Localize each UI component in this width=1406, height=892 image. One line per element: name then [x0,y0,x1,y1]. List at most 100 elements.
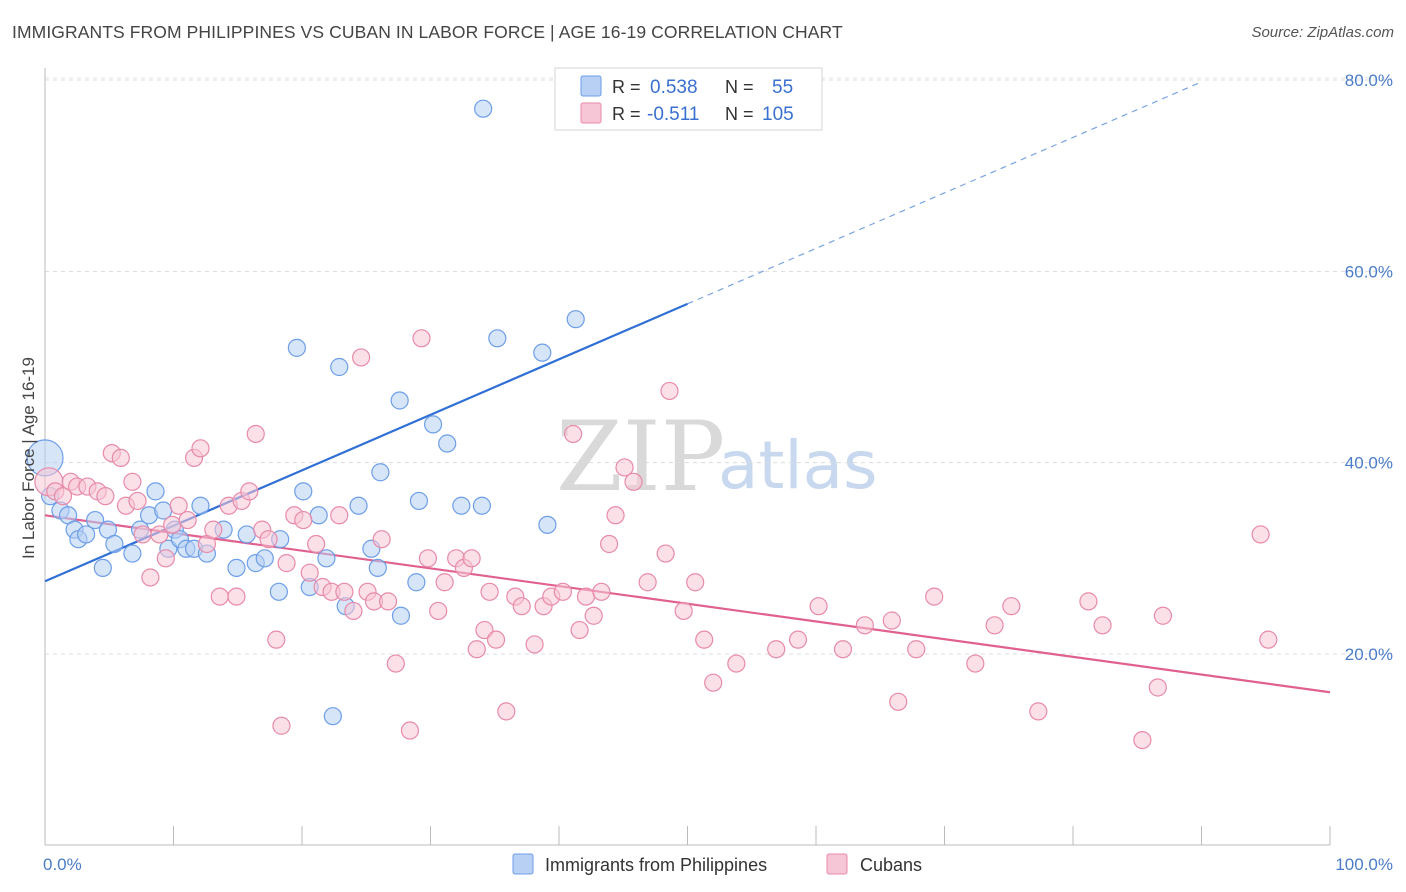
point-cubans-29 [246,424,265,444]
point-cubans-26 [227,587,246,606]
point-philippines-45 [474,99,493,118]
point-cubans-38 [307,534,326,554]
point-cubans-88 [809,597,828,616]
point-philippines-31 [309,506,328,525]
point-cubans-105 [1133,730,1152,750]
point-cubans-74 [600,534,619,554]
point-cubans-23 [204,520,223,539]
point-cubans-16 [156,549,175,568]
point-cubans-95 [966,654,985,673]
point-philippines-32 [317,549,336,568]
y-tick-labels: 20.0% 40.0% 60.0% 80.0% [1345,71,1393,664]
point-cubans-73 [592,582,611,601]
point-cubans-64 [512,597,531,616]
point-philippines-38 [390,391,409,410]
point-cubans-97 [1002,597,1021,616]
point-cubans-81 [674,601,693,621]
bottom-legend-label-cubans: Cubans [860,855,922,875]
point-philippines-54 [323,707,342,726]
point-cubans-58 [467,640,486,659]
bottom-legend: Immigrants from Philippines Cubans [512,853,922,875]
point-cubans-72 [584,606,603,625]
point-cubans-34 [277,554,296,573]
point-cubans-37 [300,563,319,582]
point-cubans-62 [497,702,516,721]
point-cubans-84 [704,673,723,692]
point-cubans-52 [418,549,438,568]
watermark-zip: ZIP [556,401,725,513]
point-philippines-25 [237,525,256,544]
point-cubans-77 [624,472,643,491]
point-cubans-79 [656,544,675,563]
point-philippines-46 [488,329,507,348]
point-cubans-61 [486,630,506,649]
point-cubans-54 [435,573,454,592]
point-cubans-89 [833,640,853,659]
legend-r-label-2: R = [612,104,641,124]
point-cubans-32 [267,630,286,649]
point-cubans-83 [695,630,714,649]
point-cubans-11 [123,472,142,491]
point-cubans-14 [141,568,160,587]
y-tick-label-60: 60.0% [1345,262,1393,281]
point-philippines-27 [255,549,274,568]
point-cubans-21 [191,439,210,458]
legend-swatch-cubans [580,102,602,124]
point-philippines-11 [123,544,142,563]
point-cubans-12 [128,491,147,511]
point-cubans-50 [400,721,420,740]
point-cubans-68 [553,582,572,601]
bottom-legend-swatch-cubans [826,853,848,875]
point-cubans-104 [1093,616,1112,635]
data-points [26,99,1278,750]
point-cubans-2 [53,487,73,506]
legend-swatch-philippines [580,75,602,97]
point-cubans-9 [111,448,130,467]
y-tick-label-80: 80.0% [1345,71,1393,90]
point-cubans-98 [1029,702,1048,721]
legend-r-value-1: 0.538 [650,77,698,98]
point-cubans-43 [344,601,363,621]
bottom-legend-label-philippines: Immigrants from Philippines [545,855,767,875]
point-cubans-101 [1153,606,1173,625]
point-philippines-29 [287,338,306,357]
x-tick-label-min: 0.0% [43,855,82,874]
point-philippines-42 [438,434,457,453]
point-cubans-51 [412,329,431,348]
point-cubans-24 [210,587,229,606]
point-cubans-78 [638,573,657,592]
point-cubans-70 [570,620,589,640]
legend-n-label-1: N = [725,77,754,97]
point-philippines-33 [330,357,349,377]
point-cubans-93 [907,640,926,659]
legend-n-value-1: 55 [772,77,793,98]
point-philippines-10 [105,534,124,554]
point-philippines-39 [407,573,426,592]
y-tick-label-40: 40.0% [1345,454,1393,473]
point-philippines-34 [349,496,368,515]
point-cubans-85 [727,654,746,673]
point-philippines-49 [566,310,585,329]
legend-n-value-2: 105 [762,104,794,125]
legend-n-label-2: N = [725,104,754,124]
point-philippines-44 [472,496,491,515]
point-cubans-18 [169,496,188,515]
legend-r-label-1: R = [612,77,641,97]
point-philippines-43 [452,496,471,515]
point-cubans-41 [330,506,349,525]
point-cubans-90 [855,616,874,635]
point-philippines-36 [368,558,387,578]
point-cubans-86 [767,640,786,659]
point-cubans-60 [480,582,499,601]
chart-title: IMMIGRANTS FROM PHILIPPINES VS CUBAN IN … [12,22,843,42]
point-cubans-71 [576,587,596,606]
point-philippines-21 [191,496,210,515]
point-philippines-37 [371,463,390,482]
point-cubans-49 [386,654,405,673]
point-cubans-15 [150,525,169,544]
point-cubans-53 [429,601,448,621]
point-philippines-47 [533,343,552,362]
point-cubans-91 [882,611,901,630]
point-cubans-28 [240,482,259,501]
legend-r-value-2: -0.511 [647,104,699,125]
